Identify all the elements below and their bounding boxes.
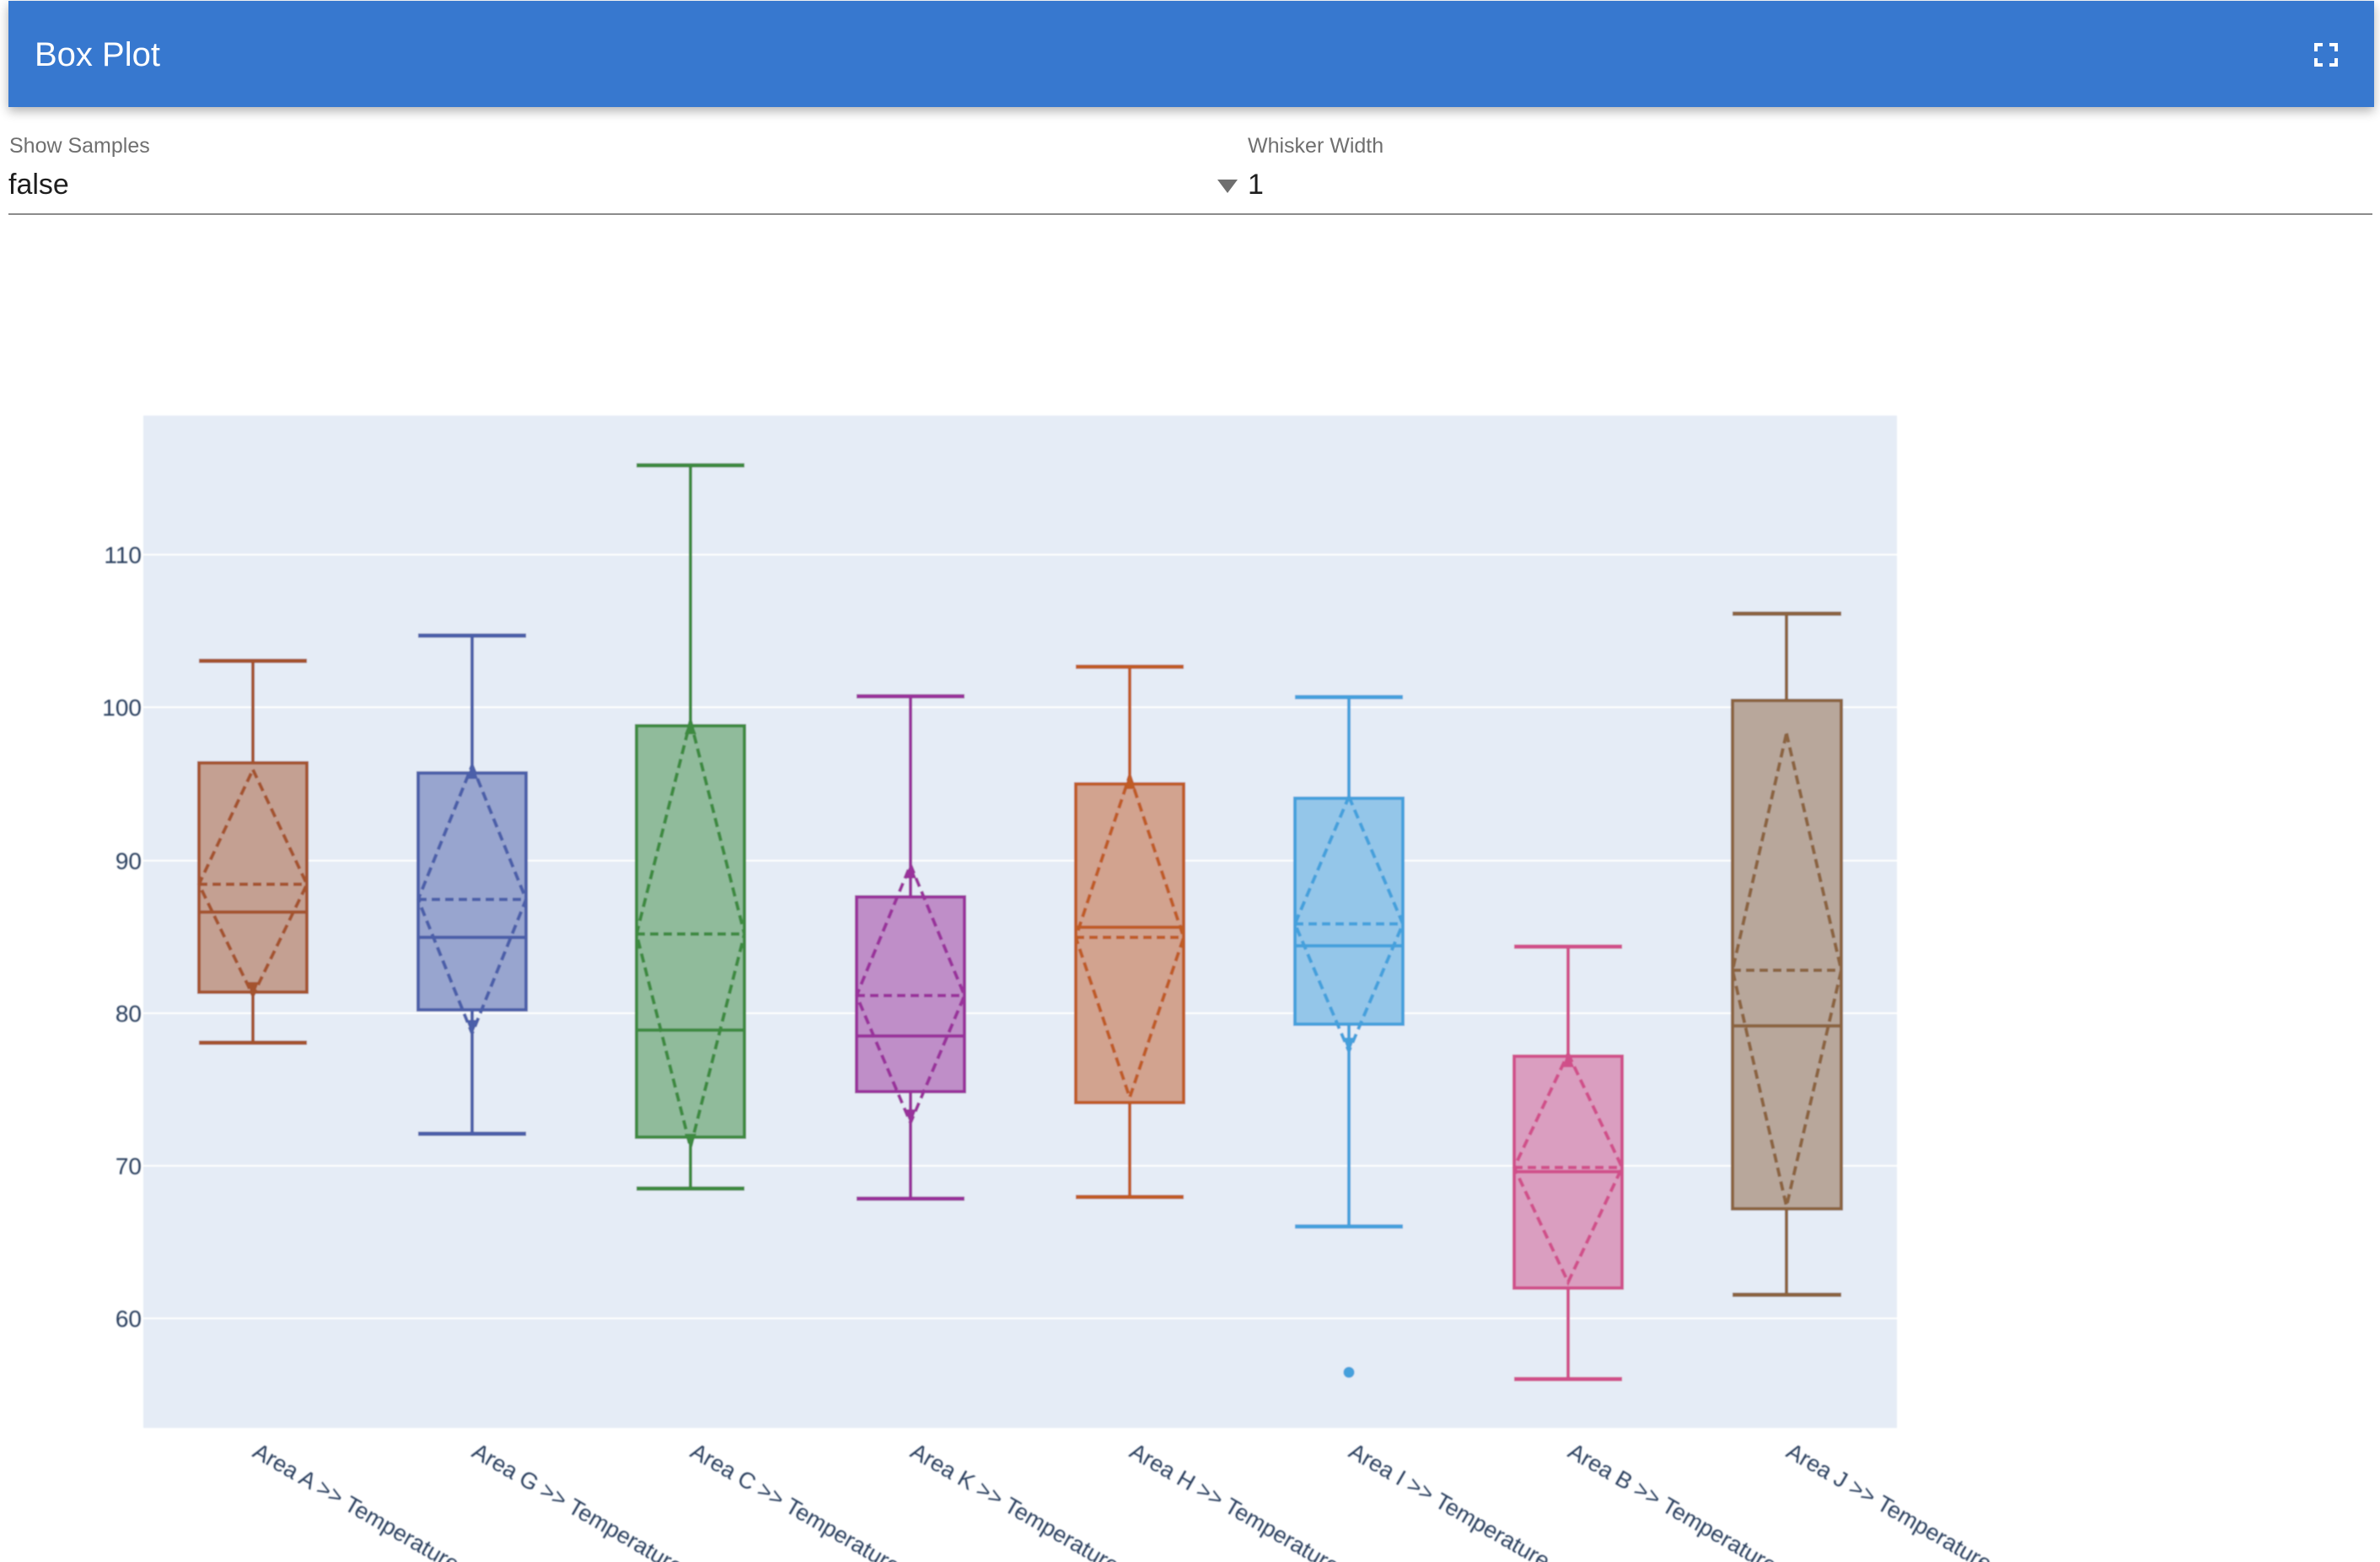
svg-text:110: 110 xyxy=(104,542,142,568)
svg-text:Area J >> Temperature: Area J >> Temperature xyxy=(1782,1438,1996,1562)
svg-text:Area B >> Temperature: Area B >> Temperature xyxy=(1564,1438,1781,1562)
svg-text:80: 80 xyxy=(116,1001,142,1027)
svg-text:60: 60 xyxy=(116,1306,142,1332)
svg-text:100: 100 xyxy=(102,695,142,721)
svg-text:Area H >> Temperature: Area H >> Temperature xyxy=(1126,1438,1344,1562)
svg-text:Area K >> Temperature: Area K >> Temperature xyxy=(906,1438,1124,1562)
svg-text:70: 70 xyxy=(116,1153,142,1179)
svg-text:Area C >> Temperature: Area C >> Temperature xyxy=(686,1438,905,1562)
svg-text:90: 90 xyxy=(116,848,142,874)
svg-text:Area I >> Temperature: Area I >> Temperature xyxy=(1345,1438,1555,1562)
svg-text:Area G >> Temperature: Area G >> Temperature xyxy=(468,1438,687,1562)
svg-text:Area A >> Temperature: Area A >> Temperature xyxy=(249,1438,464,1562)
